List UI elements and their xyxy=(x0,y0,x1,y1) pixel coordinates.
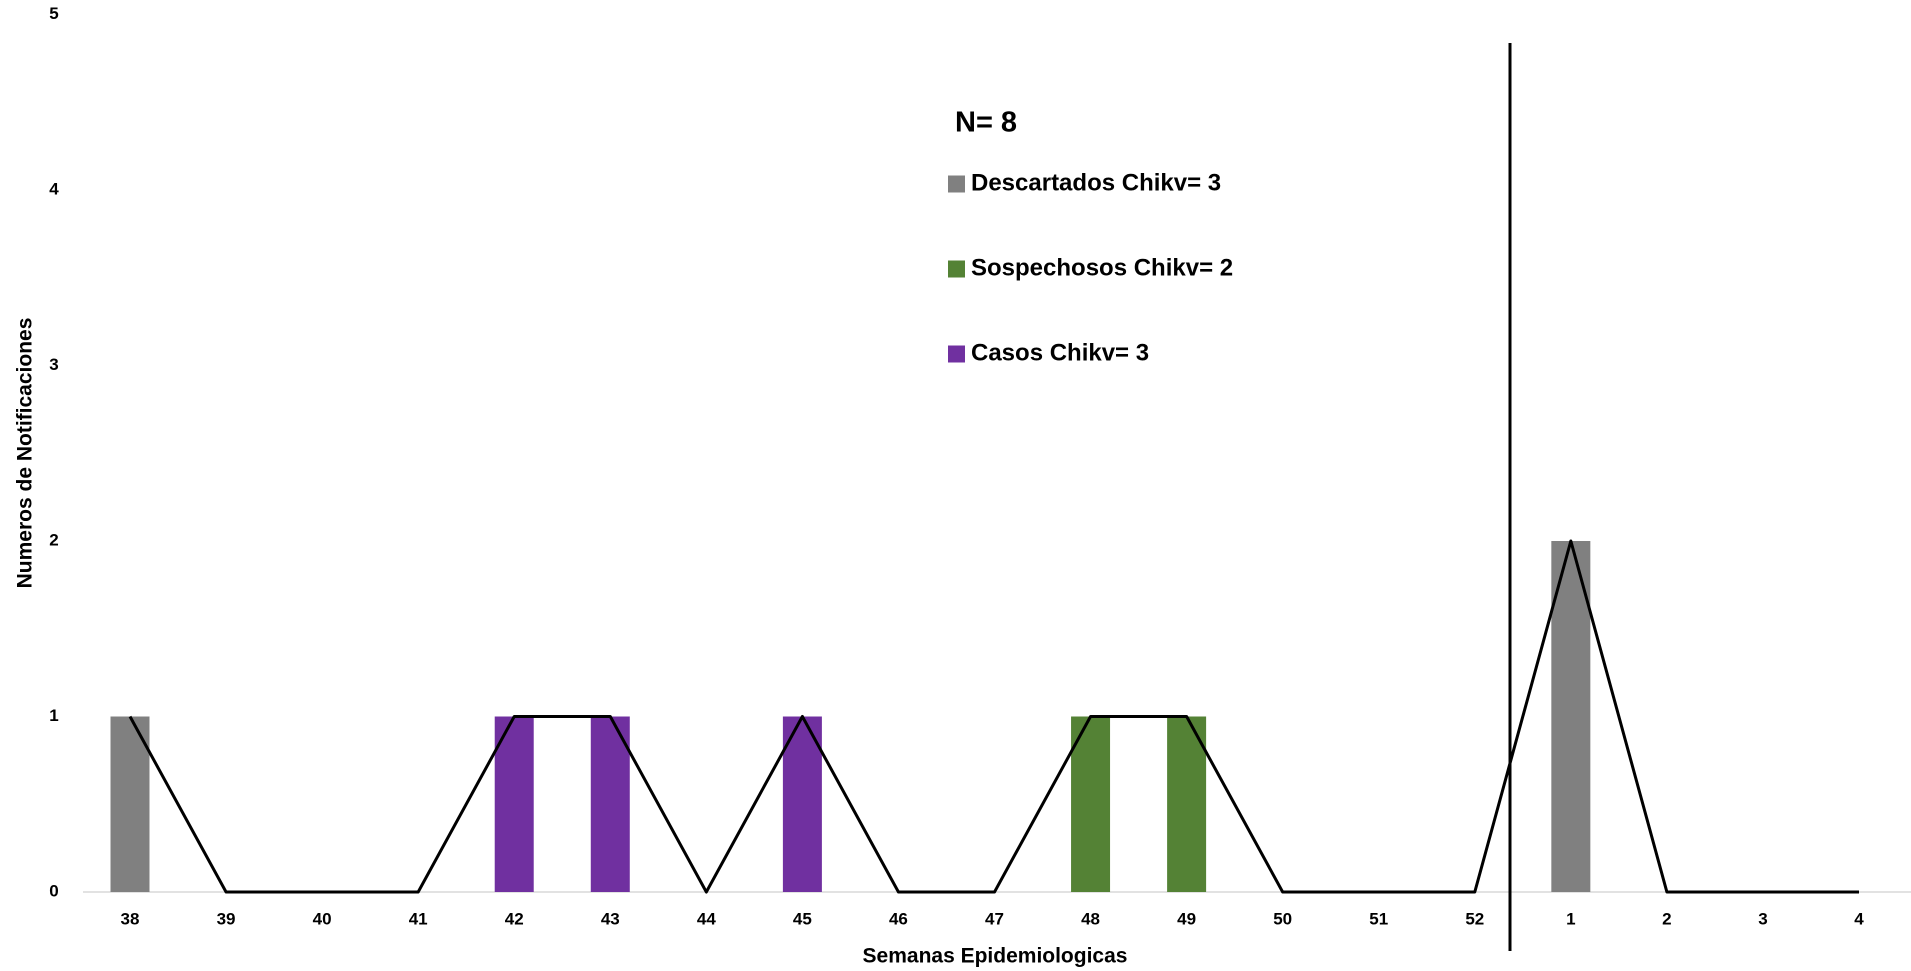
bar xyxy=(494,716,534,892)
bar xyxy=(782,716,822,892)
x-axis-title: Semanas Epidemiologicas xyxy=(863,945,1128,968)
bar xyxy=(110,716,150,892)
bar xyxy=(1071,716,1111,892)
legend-swatch xyxy=(948,260,965,278)
x-tick-label: 38 xyxy=(121,909,140,928)
legend-label: Casos Chikv= 3 xyxy=(971,339,1149,366)
y-tick-label: 4 xyxy=(49,179,59,198)
legend-title: N= 8 xyxy=(955,107,1017,139)
bar xyxy=(1551,541,1591,892)
x-tick-label: 47 xyxy=(985,909,1004,928)
y-tick-label: 1 xyxy=(49,706,58,725)
x-tick-label: 50 xyxy=(1273,909,1292,928)
x-tick-label: 1 xyxy=(1566,909,1575,928)
x-tick-label: 2 xyxy=(1662,909,1671,928)
x-tick-label: 39 xyxy=(217,909,236,928)
x-tick-label: 44 xyxy=(697,909,716,928)
x-tick-label: 40 xyxy=(313,909,332,928)
x-tick-label: 48 xyxy=(1081,909,1100,928)
x-tick-label: 42 xyxy=(505,909,524,928)
y-axis-title: Numeros de Notificaciones xyxy=(14,318,37,589)
total-line xyxy=(128,539,1859,894)
y-tick-label: 3 xyxy=(49,355,58,374)
legend-label: Descartados Chikv= 3 xyxy=(971,169,1221,196)
x-tick-label: 3 xyxy=(1758,909,1767,928)
bar xyxy=(590,716,630,892)
legend-swatch xyxy=(948,345,965,363)
bar xyxy=(1167,716,1207,892)
x-tick-label: 41 xyxy=(409,909,428,928)
y-tick-label: 5 xyxy=(49,4,58,23)
y-tick-label: 2 xyxy=(49,530,58,549)
x-tick-label: 49 xyxy=(1177,909,1196,928)
x-tick-label: 45 xyxy=(793,909,812,928)
x-tick-label: 51 xyxy=(1369,909,1388,928)
legend-swatch xyxy=(948,175,965,193)
x-tick-label: 52 xyxy=(1465,909,1484,928)
x-tick-label: 4 xyxy=(1854,909,1864,928)
y-tick-label: 0 xyxy=(49,881,58,900)
x-tick-label: 46 xyxy=(889,909,908,928)
x-tick-label: 43 xyxy=(601,909,620,928)
legend-label: Sospechosos Chikv= 2 xyxy=(971,254,1233,281)
